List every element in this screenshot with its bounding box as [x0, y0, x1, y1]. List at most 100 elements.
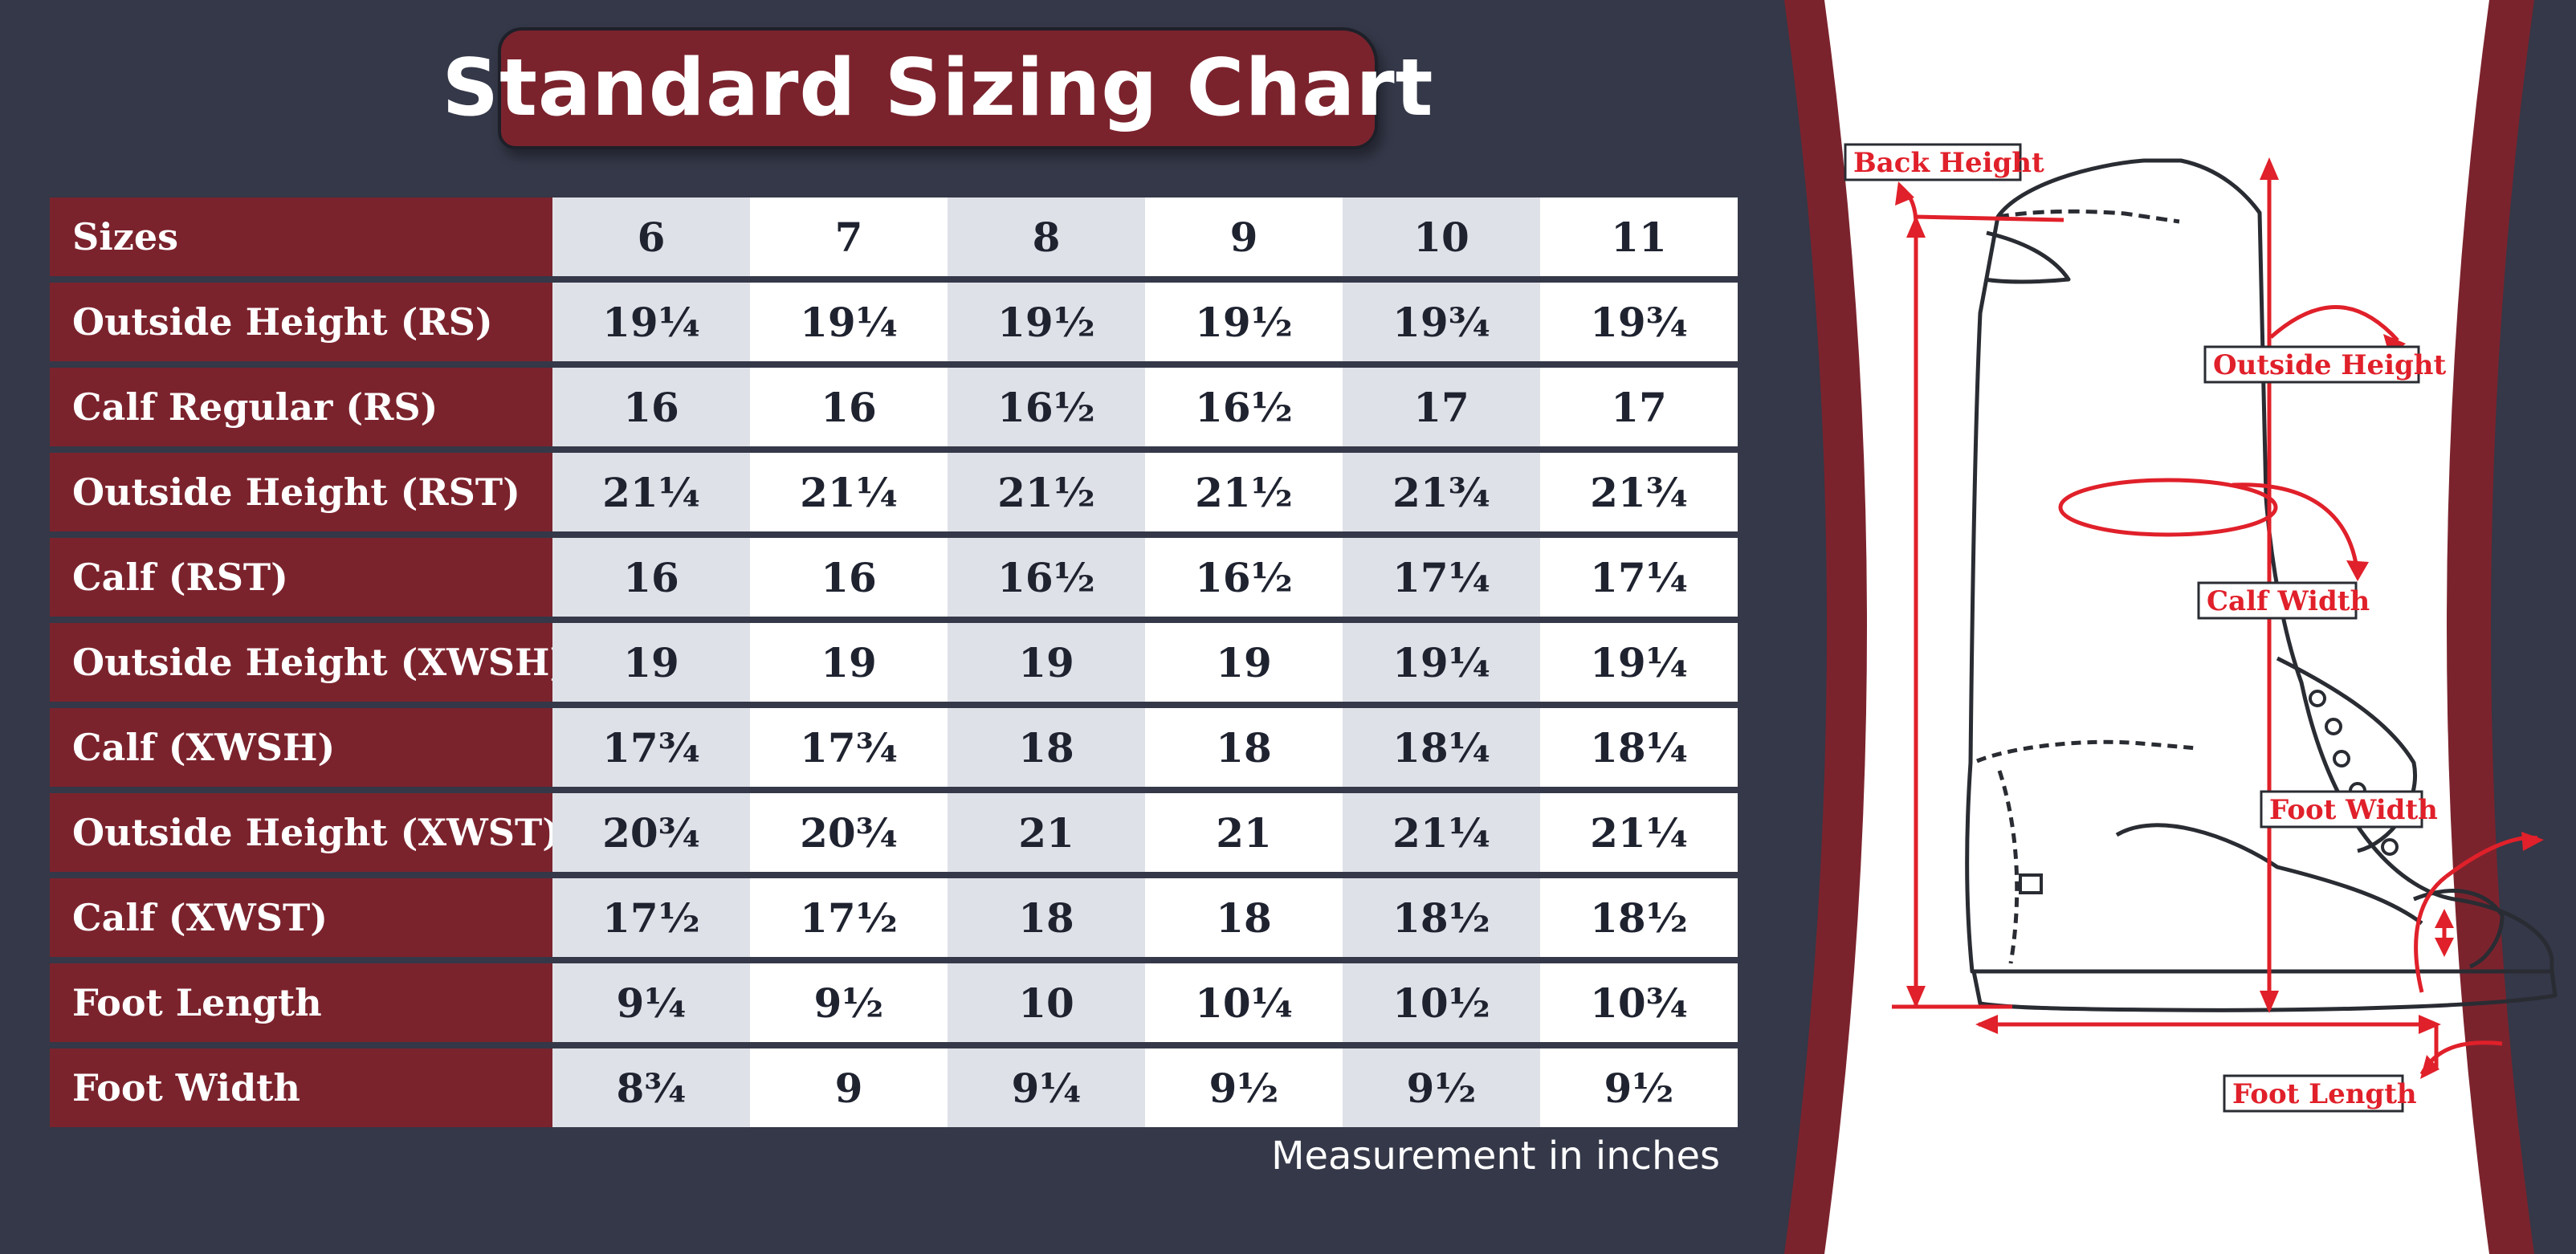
- value-cell: 18: [1145, 878, 1343, 957]
- value-cell: 21: [948, 793, 1145, 872]
- value-cell: 8¾: [552, 1048, 750, 1127]
- sizing-table: Sizes 6 7 8 9 10 11 Outside Height (RS) 19¼ 19¼ 19…: [50, 197, 1739, 1134]
- value-cell: 17¼: [1540, 538, 1738, 617]
- value-cell: 16: [750, 368, 948, 446]
- row-label: Calf Regular (RS): [50, 368, 552, 446]
- size-header-cell: 8: [948, 197, 1145, 276]
- value-cell: 18: [948, 878, 1145, 957]
- value-cell: 21¼: [1343, 793, 1540, 872]
- value-cell: 21½: [1145, 453, 1343, 531]
- size-header-cell: 9: [1145, 197, 1343, 276]
- value-cell: 16: [750, 538, 948, 617]
- value-cell: 18½: [1540, 878, 1738, 957]
- value-cell: 21¼: [750, 453, 948, 531]
- value-cell: 17½: [552, 878, 750, 957]
- value-cell: 9½: [1540, 1048, 1738, 1127]
- value-cell: 19: [1145, 623, 1343, 702]
- value-cell: 9: [750, 1048, 948, 1127]
- row-label: Foot Length: [50, 963, 552, 1042]
- value-cell: 10: [948, 963, 1145, 1042]
- value-cell: 21¼: [1540, 793, 1738, 872]
- row-label: Calf (XWSH): [50, 708, 552, 787]
- callout-foot-width: Foot Width: [2260, 790, 2438, 829]
- table-row: Calf Regular (RS) 16 16 16½ 16½ 17 17: [50, 368, 1739, 446]
- table-row: Outside Height (RST) 21¼ 21¼ 21½ 21½ 21¾ 21¾: [50, 453, 1739, 531]
- header-label: Sizes: [50, 197, 552, 276]
- value-cell: 21¾: [1343, 453, 1540, 531]
- value-cell: 16: [552, 368, 750, 446]
- value-cell: 21: [1145, 793, 1343, 872]
- boot-outline-icon: [1965, 158, 2558, 1012]
- size-header-cell: 11: [1540, 197, 1738, 276]
- value-cell: 9½: [1145, 1048, 1343, 1127]
- value-cell: 18½: [1343, 878, 1540, 957]
- value-cell: 17¼: [1343, 538, 1540, 617]
- callout-back-height: Back Height: [1844, 143, 2044, 181]
- size-header-cell: 7: [750, 197, 948, 276]
- value-cell: 17: [1540, 368, 1738, 446]
- page-title: Standard Sizing Chart: [442, 43, 1434, 134]
- table-row: Outside Height (XWST) 20¾ 20¾ 21 21 21¼ 21¼: [50, 793, 1739, 872]
- value-cell: 16½: [948, 368, 1145, 446]
- row-label: Outside Height (XWST): [50, 793, 560, 872]
- frame-inner: [1824, 0, 2489, 1254]
- row-label: Outside Height (RS): [50, 283, 552, 361]
- value-cell: 9¼: [552, 963, 750, 1042]
- callout-foot-width-label: Foot Width: [2269, 794, 2438, 826]
- value-cell: 19¼: [552, 283, 750, 361]
- callout-foot-length: Foot Length: [2223, 1074, 2417, 1113]
- table-row: Calf (XWST) 17½ 17½ 18 18 18½ 18½: [50, 878, 1739, 957]
- title-badge: Standard Sizing Chart: [442, 27, 1433, 149]
- callout-outside-height: Outside Height: [2203, 345, 2447, 384]
- value-cell: 10¼: [1145, 963, 1343, 1042]
- value-cell: 16½: [948, 538, 1145, 617]
- callout-calf-width-label: Calf Width: [2207, 585, 2370, 617]
- value-cell: 18: [1145, 708, 1343, 787]
- value-cell: 19: [552, 623, 750, 702]
- row-label: Calf (XWST): [50, 878, 552, 957]
- value-cell: 17½: [750, 878, 948, 957]
- value-cell: 19¾: [1343, 283, 1540, 361]
- value-cell: 10½: [1343, 963, 1540, 1042]
- value-cell: 9½: [1343, 1048, 1540, 1127]
- callout-outside-height-label: Outside Height: [2213, 349, 2447, 381]
- measurement-note: Measurement in inches: [1271, 1134, 1720, 1179]
- table-row: Outside Height (XWSH) 19 19 19 19 19¼ 19¼: [50, 623, 1739, 702]
- table-row: Calf (XWSH) 17¾ 17¾ 18 18 18¼ 18¼: [50, 708, 1739, 787]
- value-cell: 20¾: [750, 793, 948, 872]
- value-cell: 17: [1343, 368, 1540, 446]
- table-header-row: Sizes 6 7 8 9 10 11: [50, 197, 1739, 276]
- value-cell: 21½: [948, 453, 1145, 531]
- value-cell: 9¼: [948, 1048, 1145, 1127]
- row-label: Outside Height (RST): [50, 453, 552, 531]
- arrowheads: [1895, 157, 2544, 1079]
- callout-calf-width: Calf Width: [2197, 581, 2370, 620]
- callout-foot-length-label: Foot Length: [2232, 1078, 2417, 1110]
- table-row: Outside Height (RS) 19¼ 19¼ 19½ 19½ 19¾ 19¾: [50, 283, 1739, 361]
- table-row: Foot Width 8¾ 9 9¼ 9½ 9½ 9½: [50, 1048, 1739, 1127]
- value-cell: 19¼: [1540, 623, 1738, 702]
- table-row: Calf (RST) 16 16 16½ 16½ 17¼ 17¼: [50, 538, 1739, 617]
- callout-back-height-label: Back Height: [1853, 147, 2044, 179]
- size-header-cell: 6: [552, 197, 750, 276]
- row-label: Calf (RST): [50, 538, 552, 617]
- table-row: Foot Length 9¼ 9½ 10 10¼ 10½ 10¾: [50, 963, 1739, 1042]
- value-cell: 16: [552, 538, 750, 617]
- value-cell: 19½: [948, 283, 1145, 361]
- value-cell: 17¾: [552, 708, 750, 787]
- value-cell: 16½: [1145, 538, 1343, 617]
- value-cell: 18: [948, 708, 1145, 787]
- value-cell: 19¼: [1343, 623, 1540, 702]
- value-cell: 21¾: [1540, 453, 1738, 531]
- value-cell: 16½: [1145, 368, 1343, 446]
- value-cell: 19: [750, 623, 948, 702]
- value-cell: 9½: [750, 963, 948, 1042]
- value-cell: 21¼: [552, 453, 750, 531]
- row-label: Outside Height (XWSH): [50, 623, 567, 702]
- value-cell: 18¼: [1540, 708, 1738, 787]
- value-cell: 19: [948, 623, 1145, 702]
- value-cell: 19½: [1145, 283, 1343, 361]
- size-header-cell: 10: [1343, 197, 1540, 276]
- value-cell: 17¾: [750, 708, 948, 787]
- value-cell: 19¼: [750, 283, 948, 361]
